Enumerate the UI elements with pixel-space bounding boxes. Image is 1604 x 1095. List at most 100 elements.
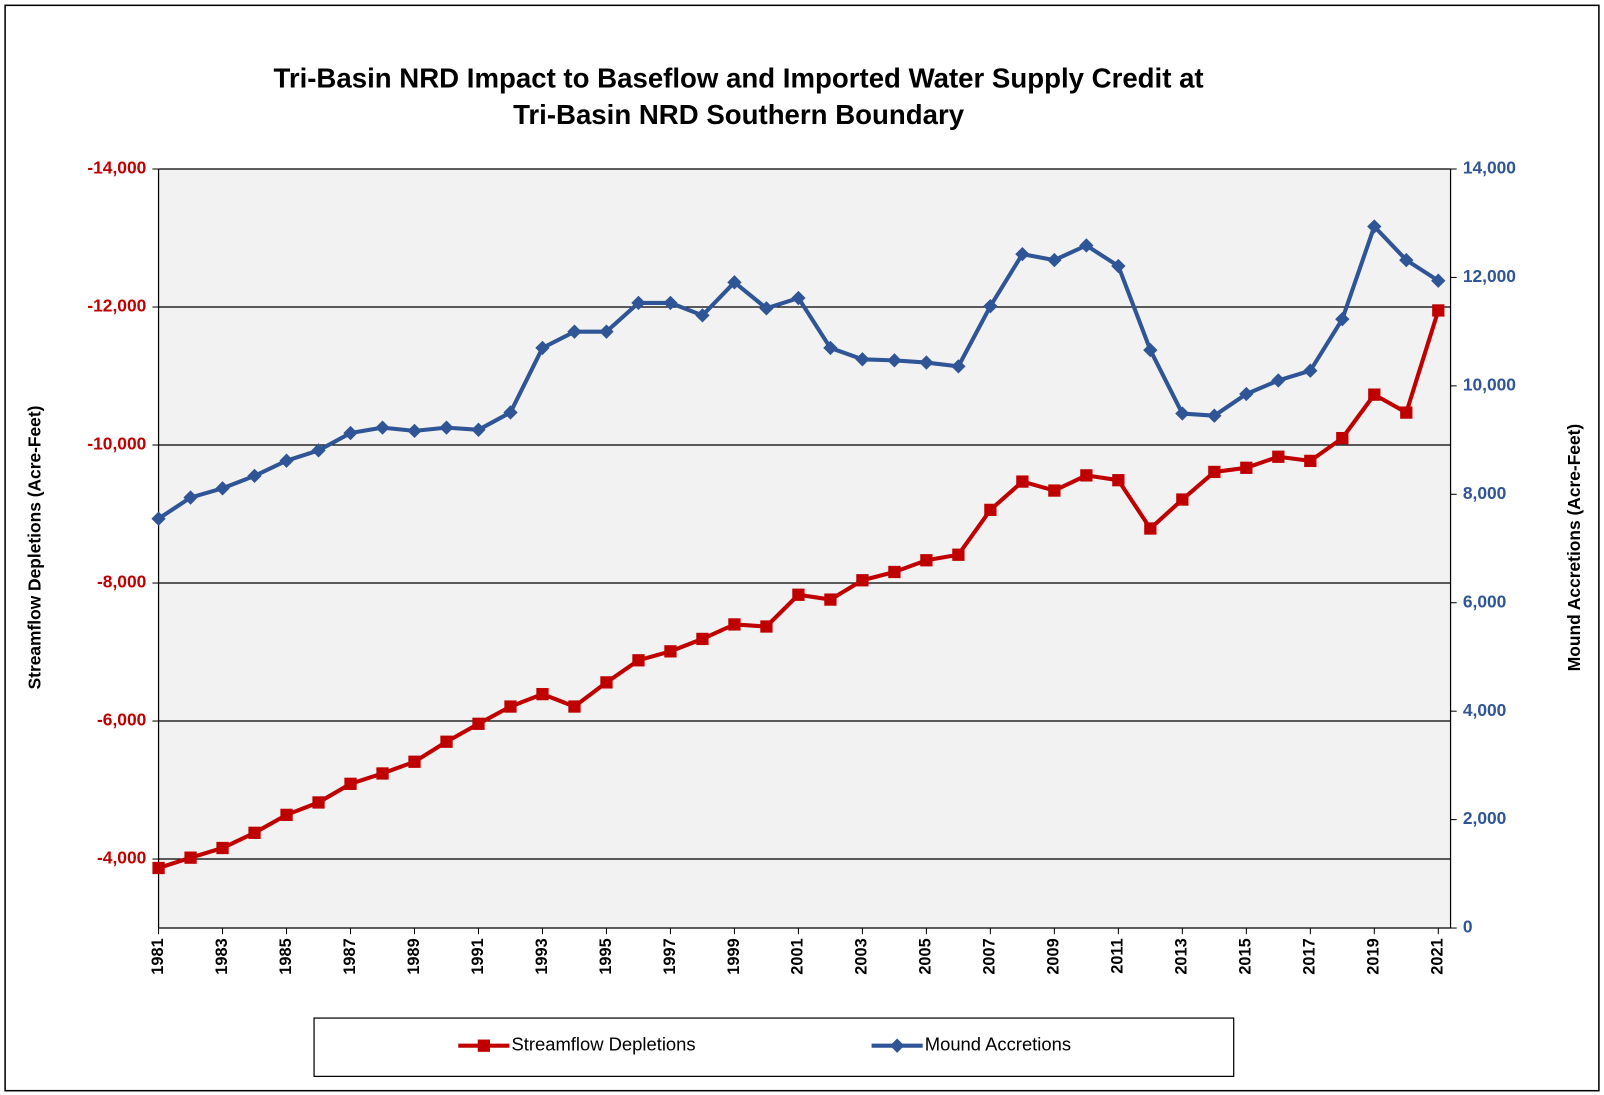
x-tick-label: 2017 xyxy=(1301,938,1319,974)
data-point xyxy=(344,777,357,790)
x-tick-label: 1993 xyxy=(533,938,551,974)
x-tick-label: 2019 xyxy=(1365,938,1383,974)
data-point xyxy=(1112,474,1125,487)
x-tick-label: 1991 xyxy=(469,938,487,974)
data-point xyxy=(1304,454,1317,468)
data-point xyxy=(792,588,805,601)
data-point xyxy=(1144,522,1157,535)
data-point xyxy=(760,620,773,633)
x-tick-label: 2009 xyxy=(1045,938,1063,974)
data-point xyxy=(1143,342,1158,358)
data-point xyxy=(1239,386,1254,402)
y-tick-label: -14,000 xyxy=(87,158,146,178)
data-point xyxy=(888,565,901,579)
y2-tick-label: 8,000 xyxy=(1463,483,1506,503)
data-point xyxy=(1208,465,1221,479)
data-point xyxy=(1048,484,1061,497)
data-point xyxy=(632,654,645,667)
y-tick-label: -10,000 xyxy=(87,434,146,454)
data-point xyxy=(1111,258,1126,274)
data-point xyxy=(312,796,325,809)
data-point xyxy=(727,275,742,290)
data-point xyxy=(1271,373,1286,388)
data-point xyxy=(1431,273,1446,288)
data-point xyxy=(215,481,230,496)
data-point xyxy=(247,468,262,484)
data-point xyxy=(1303,363,1318,378)
x-tick-label: 2001 xyxy=(789,938,807,974)
x-tick-label: 1989 xyxy=(405,938,423,974)
y2-tick-label: 0 xyxy=(1463,917,1473,937)
data-point xyxy=(1368,388,1381,401)
data-point xyxy=(152,861,165,875)
chart-title: Tri-Basin NRD Southern Boundary xyxy=(513,99,965,130)
data-point xyxy=(983,299,998,314)
data-point xyxy=(1240,461,1253,474)
legend-label: Mound Accretions xyxy=(925,1034,1071,1055)
x-tick-label: 1995 xyxy=(597,938,615,974)
data-point xyxy=(183,490,198,505)
data-point xyxy=(984,503,997,517)
y-tick-label: -6,000 xyxy=(97,710,146,730)
data-point xyxy=(696,632,709,646)
legend-box xyxy=(313,1017,1235,1077)
data-point xyxy=(536,687,549,701)
data-point xyxy=(951,359,966,374)
data-point xyxy=(184,851,197,864)
data-point xyxy=(440,735,453,748)
data-point xyxy=(855,352,870,367)
x-tick-label: 1999 xyxy=(725,938,743,974)
data-point xyxy=(1336,431,1349,445)
legend-marker xyxy=(477,1039,490,1052)
data-point xyxy=(823,340,838,356)
x-tick-label: 2011 xyxy=(1109,938,1127,974)
data-point xyxy=(1176,493,1189,506)
data-point xyxy=(1367,219,1382,234)
x-tick-label: 1981 xyxy=(149,938,167,974)
data-point xyxy=(472,717,485,730)
data-point xyxy=(1272,450,1285,463)
y2-tick-label: 12,000 xyxy=(1463,266,1516,286)
data-point xyxy=(1432,304,1445,317)
data-point xyxy=(920,554,933,567)
y2-tick-label: 4,000 xyxy=(1463,700,1506,720)
y-tick-label: -4,000 xyxy=(97,848,146,868)
y-tick-label: -12,000 xyxy=(87,296,146,316)
y2-tick-label: 10,000 xyxy=(1463,374,1516,394)
data-point xyxy=(504,700,517,713)
data-point xyxy=(568,700,581,713)
data-point xyxy=(216,841,229,855)
legend-label: Streamflow Depletions xyxy=(511,1034,695,1055)
y2-tick-label: 2,000 xyxy=(1463,808,1506,828)
data-point xyxy=(408,755,421,768)
x-tick-label: 2005 xyxy=(917,938,935,974)
data-point xyxy=(856,574,869,587)
x-tick-label: 1985 xyxy=(277,938,295,974)
y2-axis-label: Mound Accretions (Acre-Feet) xyxy=(1564,424,1584,671)
x-tick-label: 2007 xyxy=(981,938,999,974)
data-point xyxy=(728,618,741,631)
data-point xyxy=(824,593,837,606)
data-point xyxy=(600,676,613,689)
data-point xyxy=(1400,406,1413,419)
data-point xyxy=(1080,469,1093,482)
data-point xyxy=(1015,246,1030,262)
x-tick-label: 1983 xyxy=(213,938,231,974)
y2-tick-label: 14,000 xyxy=(1463,158,1516,178)
x-tick-label: 2015 xyxy=(1237,938,1255,974)
data-point xyxy=(952,548,965,561)
data-point xyxy=(919,355,934,370)
data-point xyxy=(1175,406,1190,421)
y2-tick-label: 6,000 xyxy=(1463,591,1506,611)
chart-title: Tri-Basin NRD Impact to Baseflow and Imp… xyxy=(273,62,1203,93)
data-point xyxy=(887,353,902,368)
y-axis-label: Streamflow Depletions (Acre-Feet) xyxy=(24,406,44,690)
data-point xyxy=(1016,475,1029,488)
y-tick-label: -8,000 xyxy=(97,572,146,592)
data-point xyxy=(664,645,677,658)
plot-area xyxy=(158,169,1451,929)
data-point xyxy=(535,340,550,356)
x-tick-label: 2003 xyxy=(853,938,871,974)
